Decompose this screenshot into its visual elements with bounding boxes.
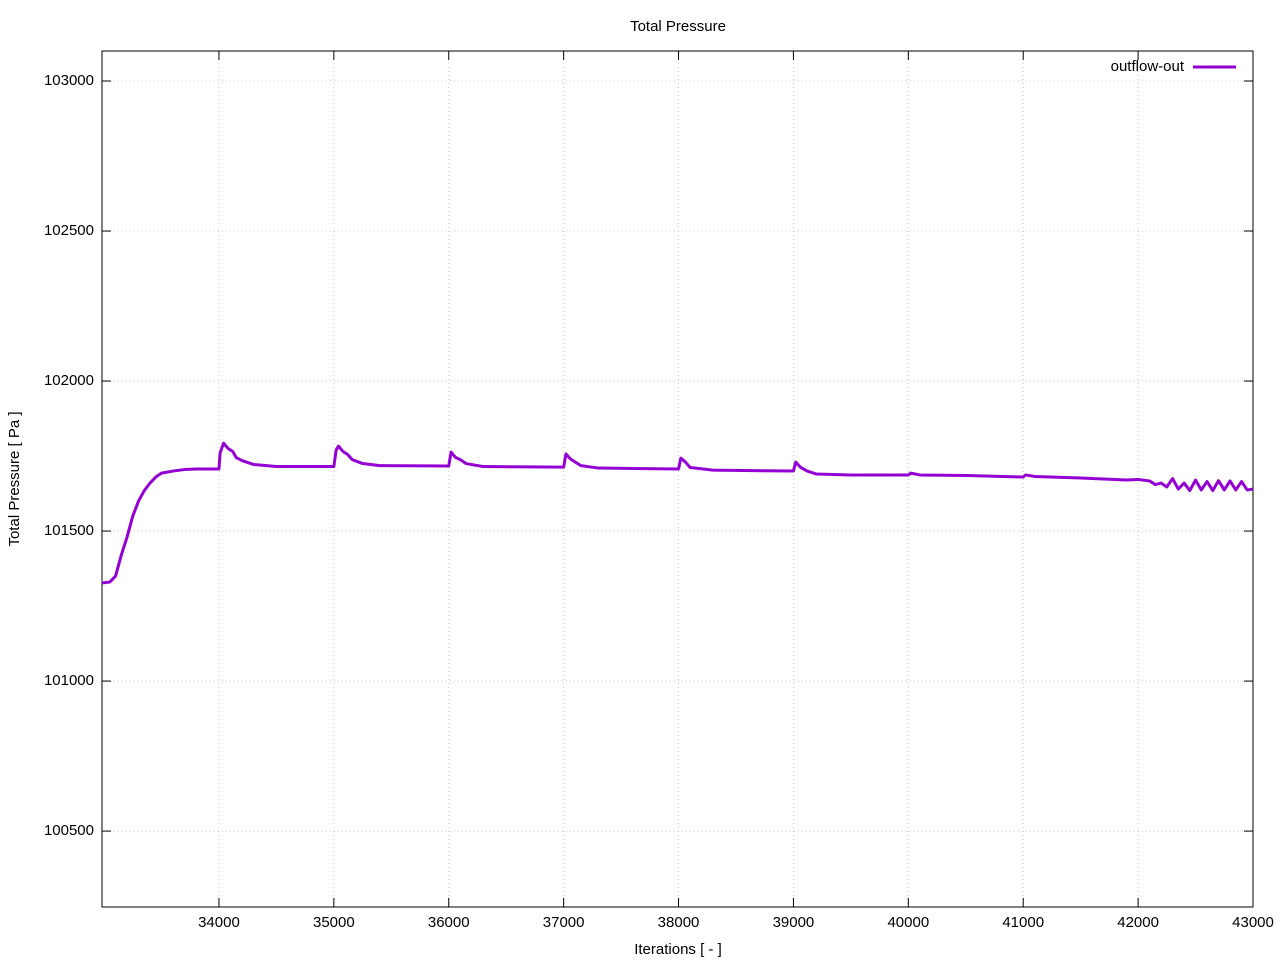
y-axis-label: Total Pressure [ Pa ] [6,411,23,546]
y-tick-label: 101000 [44,672,94,689]
y-tick-label: 102000 [44,372,94,389]
x-tick-label: 34000 [198,914,240,931]
x-tick-label: 41000 [1002,914,1044,931]
plot-border [101,50,1254,908]
x-axis-label: Iterations [ - ] [634,941,722,958]
x-tick-label: 40000 [887,914,929,931]
y-tick-label: 100500 [44,822,94,839]
y-tick-label: 102500 [44,222,94,239]
x-tick-label: 43000 [1232,914,1274,931]
x-tick-label: 36000 [428,914,470,931]
x-tick-label: 42000 [1117,914,1159,931]
x-tick-label: 37000 [543,914,585,931]
y-tick-label: 101500 [44,522,94,539]
x-tick-label: 39000 [773,914,815,931]
y-tick-label: 103000 [44,72,94,89]
legend-label: outflow-out [1111,58,1185,75]
data-line [101,441,1254,585]
chart-title: Total Pressure [630,18,726,35]
x-tick-label: 35000 [313,914,355,931]
x-tick-label: 38000 [658,914,700,931]
